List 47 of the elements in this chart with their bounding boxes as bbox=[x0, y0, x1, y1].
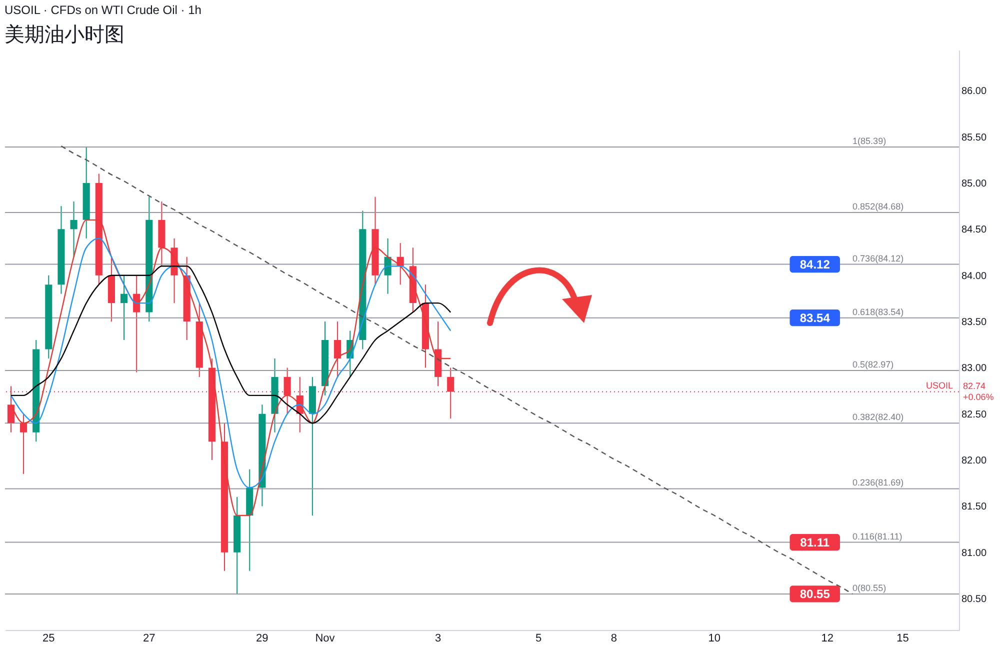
y-tick-label: 84.00 bbox=[962, 270, 987, 282]
y-tick-label: 83.50 bbox=[962, 317, 987, 328]
candlestick bbox=[20, 413, 28, 474]
text: 82.74 bbox=[963, 381, 986, 392]
annotation: 81.11 bbox=[800, 535, 830, 550]
y-tick-label: 86.00 bbox=[962, 86, 987, 98]
text: +0.06% bbox=[963, 392, 994, 402]
x-tick-label: 10 bbox=[708, 632, 720, 644]
annotation: 84.12 bbox=[800, 257, 830, 272]
y-tick-label: 84.50 bbox=[962, 224, 987, 236]
x-tick-label: Nov bbox=[315, 632, 336, 644]
ref-line-label: 0.382(82.40) bbox=[852, 412, 904, 422]
x-tick-label: 12 bbox=[821, 632, 834, 644]
annotation: 80.55 bbox=[800, 586, 830, 601]
ref-line-label: 0(80.55) bbox=[852, 582, 886, 593]
x-tick-label: 15 bbox=[896, 632, 909, 644]
chart-title: USOIL · CFDs on WTI Crude Oil · 1h bbox=[4, 3, 202, 17]
y-tick-label: 81.00 bbox=[962, 548, 987, 559]
y-tick-label: 82.00 bbox=[962, 456, 987, 467]
candlestick bbox=[70, 200, 78, 258]
y-tick-label: 80.50 bbox=[962, 594, 987, 606]
x-tick-label: 29 bbox=[256, 632, 268, 644]
y-tick-label: 83.00 bbox=[962, 363, 987, 374]
candlestick bbox=[334, 321, 342, 378]
y-tick-label: 85.50 bbox=[962, 132, 987, 144]
ref-line-label: 0.116(81.11) bbox=[852, 531, 902, 542]
line-series bbox=[10, 266, 452, 424]
x-tick-label: 25 bbox=[42, 632, 55, 644]
ref-line-label: 0.236(81.69) bbox=[852, 478, 904, 488]
ref-line-label: 0.736(84.12) bbox=[852, 253, 904, 264]
chart-subtitle: 美期油小时图 bbox=[4, 23, 124, 46]
annotation: 83.54 bbox=[800, 310, 830, 325]
x-tick-label: 3 bbox=[434, 632, 442, 644]
ref-line-label: 1(85.39) bbox=[852, 136, 886, 146]
candlestick bbox=[120, 274, 128, 340]
ref-line-label: 0.852(84.68) bbox=[852, 202, 904, 212]
x-tick-label: 5 bbox=[535, 632, 542, 644]
y-tick-label: 81.50 bbox=[962, 502, 987, 513]
y-tick-label: 85.00 bbox=[962, 178, 987, 190]
ref-line-label: 0.618(83.54) bbox=[852, 306, 904, 317]
ref-line-label: 0.5(82.97) bbox=[852, 359, 894, 370]
x-tick-label: 27 bbox=[143, 632, 156, 644]
x-tick-label: 8 bbox=[610, 632, 617, 644]
y-tick-label: 82.50 bbox=[962, 409, 987, 420]
line-series bbox=[10, 238, 452, 488]
ref-line-label: USOIL bbox=[926, 380, 954, 391]
candlestick bbox=[133, 274, 140, 373]
